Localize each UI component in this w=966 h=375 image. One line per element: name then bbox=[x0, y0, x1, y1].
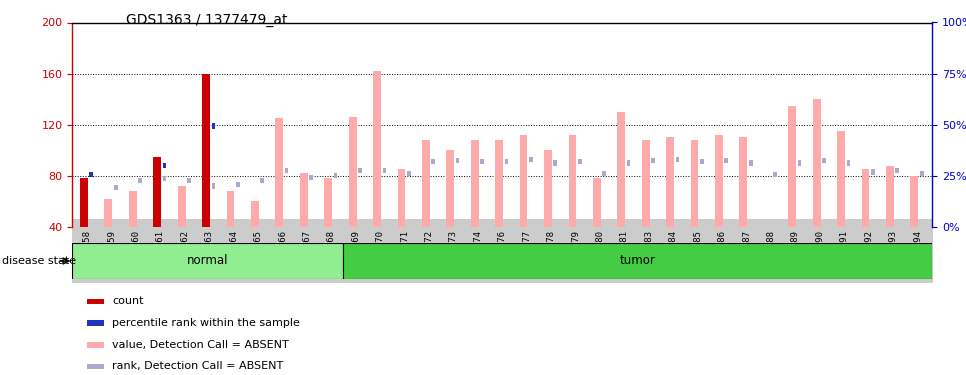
Bar bbox=[162, 163, 166, 168]
Bar bbox=[544, 150, 552, 227]
Bar bbox=[910, 176, 919, 227]
Bar bbox=[617, 112, 625, 227]
Bar bbox=[299, 173, 307, 227]
Bar bbox=[569, 135, 577, 227]
Bar bbox=[275, 118, 283, 227]
Bar bbox=[72, 243, 343, 279]
Bar bbox=[422, 140, 430, 227]
Bar bbox=[358, 168, 361, 173]
Bar bbox=[871, 170, 874, 174]
Bar bbox=[456, 158, 460, 163]
Text: tumor: tumor bbox=[619, 255, 655, 267]
Bar bbox=[343, 243, 932, 279]
Text: GDS1363 / 1377479_at: GDS1363 / 1377479_at bbox=[126, 13, 287, 27]
Bar bbox=[114, 185, 118, 190]
Bar bbox=[398, 170, 406, 227]
Text: normal: normal bbox=[186, 255, 228, 267]
Text: percentile rank within the sample: percentile rank within the sample bbox=[112, 318, 299, 328]
Text: value, Detection Call = ABSENT: value, Detection Call = ABSENT bbox=[112, 340, 289, 350]
Bar bbox=[104, 199, 112, 227]
Bar bbox=[80, 178, 88, 227]
Bar bbox=[862, 170, 869, 227]
Bar bbox=[251, 201, 259, 227]
Bar bbox=[593, 178, 601, 227]
Bar bbox=[432, 159, 435, 164]
Bar bbox=[651, 158, 655, 163]
Bar bbox=[154, 157, 161, 227]
Bar bbox=[812, 99, 820, 227]
Bar bbox=[349, 117, 356, 227]
Bar bbox=[788, 105, 796, 227]
Bar bbox=[667, 138, 674, 227]
Bar bbox=[846, 160, 850, 166]
Bar bbox=[187, 178, 191, 183]
Bar bbox=[202, 74, 210, 227]
Bar bbox=[325, 178, 332, 227]
Bar bbox=[383, 168, 386, 173]
Bar bbox=[202, 74, 210, 227]
Bar bbox=[504, 159, 508, 164]
Bar bbox=[236, 182, 240, 187]
Bar bbox=[128, 191, 136, 227]
Bar bbox=[554, 160, 557, 166]
Bar bbox=[496, 140, 503, 227]
Bar bbox=[138, 178, 142, 183]
Bar bbox=[333, 173, 337, 178]
Bar bbox=[227, 191, 235, 227]
Bar bbox=[691, 140, 698, 227]
Bar bbox=[715, 135, 723, 227]
Text: rank, Detection Call = ABSENT: rank, Detection Call = ABSENT bbox=[112, 362, 283, 371]
Bar bbox=[700, 159, 703, 164]
Bar bbox=[578, 159, 582, 164]
Bar bbox=[724, 158, 728, 163]
Bar bbox=[212, 183, 215, 189]
Bar bbox=[740, 138, 748, 227]
Bar bbox=[212, 123, 215, 129]
Bar bbox=[80, 182, 88, 227]
Bar bbox=[90, 172, 93, 177]
Bar bbox=[261, 178, 264, 183]
Bar bbox=[675, 157, 679, 162]
Text: disease state: disease state bbox=[2, 256, 76, 266]
Bar bbox=[798, 160, 802, 166]
Bar bbox=[178, 186, 185, 227]
Bar bbox=[641, 140, 649, 227]
Bar bbox=[480, 159, 484, 164]
Bar bbox=[627, 160, 631, 166]
Bar bbox=[749, 160, 753, 166]
Bar bbox=[90, 172, 93, 177]
Bar bbox=[309, 174, 313, 180]
Bar bbox=[154, 157, 161, 227]
Bar bbox=[162, 176, 166, 181]
Bar bbox=[373, 71, 381, 227]
Text: count: count bbox=[112, 296, 144, 306]
Bar bbox=[446, 150, 454, 227]
Bar bbox=[470, 140, 478, 227]
Bar bbox=[603, 171, 606, 176]
Bar bbox=[895, 168, 899, 173]
Bar bbox=[529, 157, 532, 162]
Bar bbox=[838, 131, 845, 227]
Bar bbox=[920, 171, 923, 176]
Bar bbox=[886, 166, 894, 227]
Bar bbox=[822, 158, 826, 163]
Bar bbox=[764, 227, 772, 255]
Bar bbox=[774, 172, 777, 177]
Bar bbox=[520, 135, 527, 227]
Bar bbox=[285, 168, 289, 173]
Bar bbox=[407, 171, 411, 176]
